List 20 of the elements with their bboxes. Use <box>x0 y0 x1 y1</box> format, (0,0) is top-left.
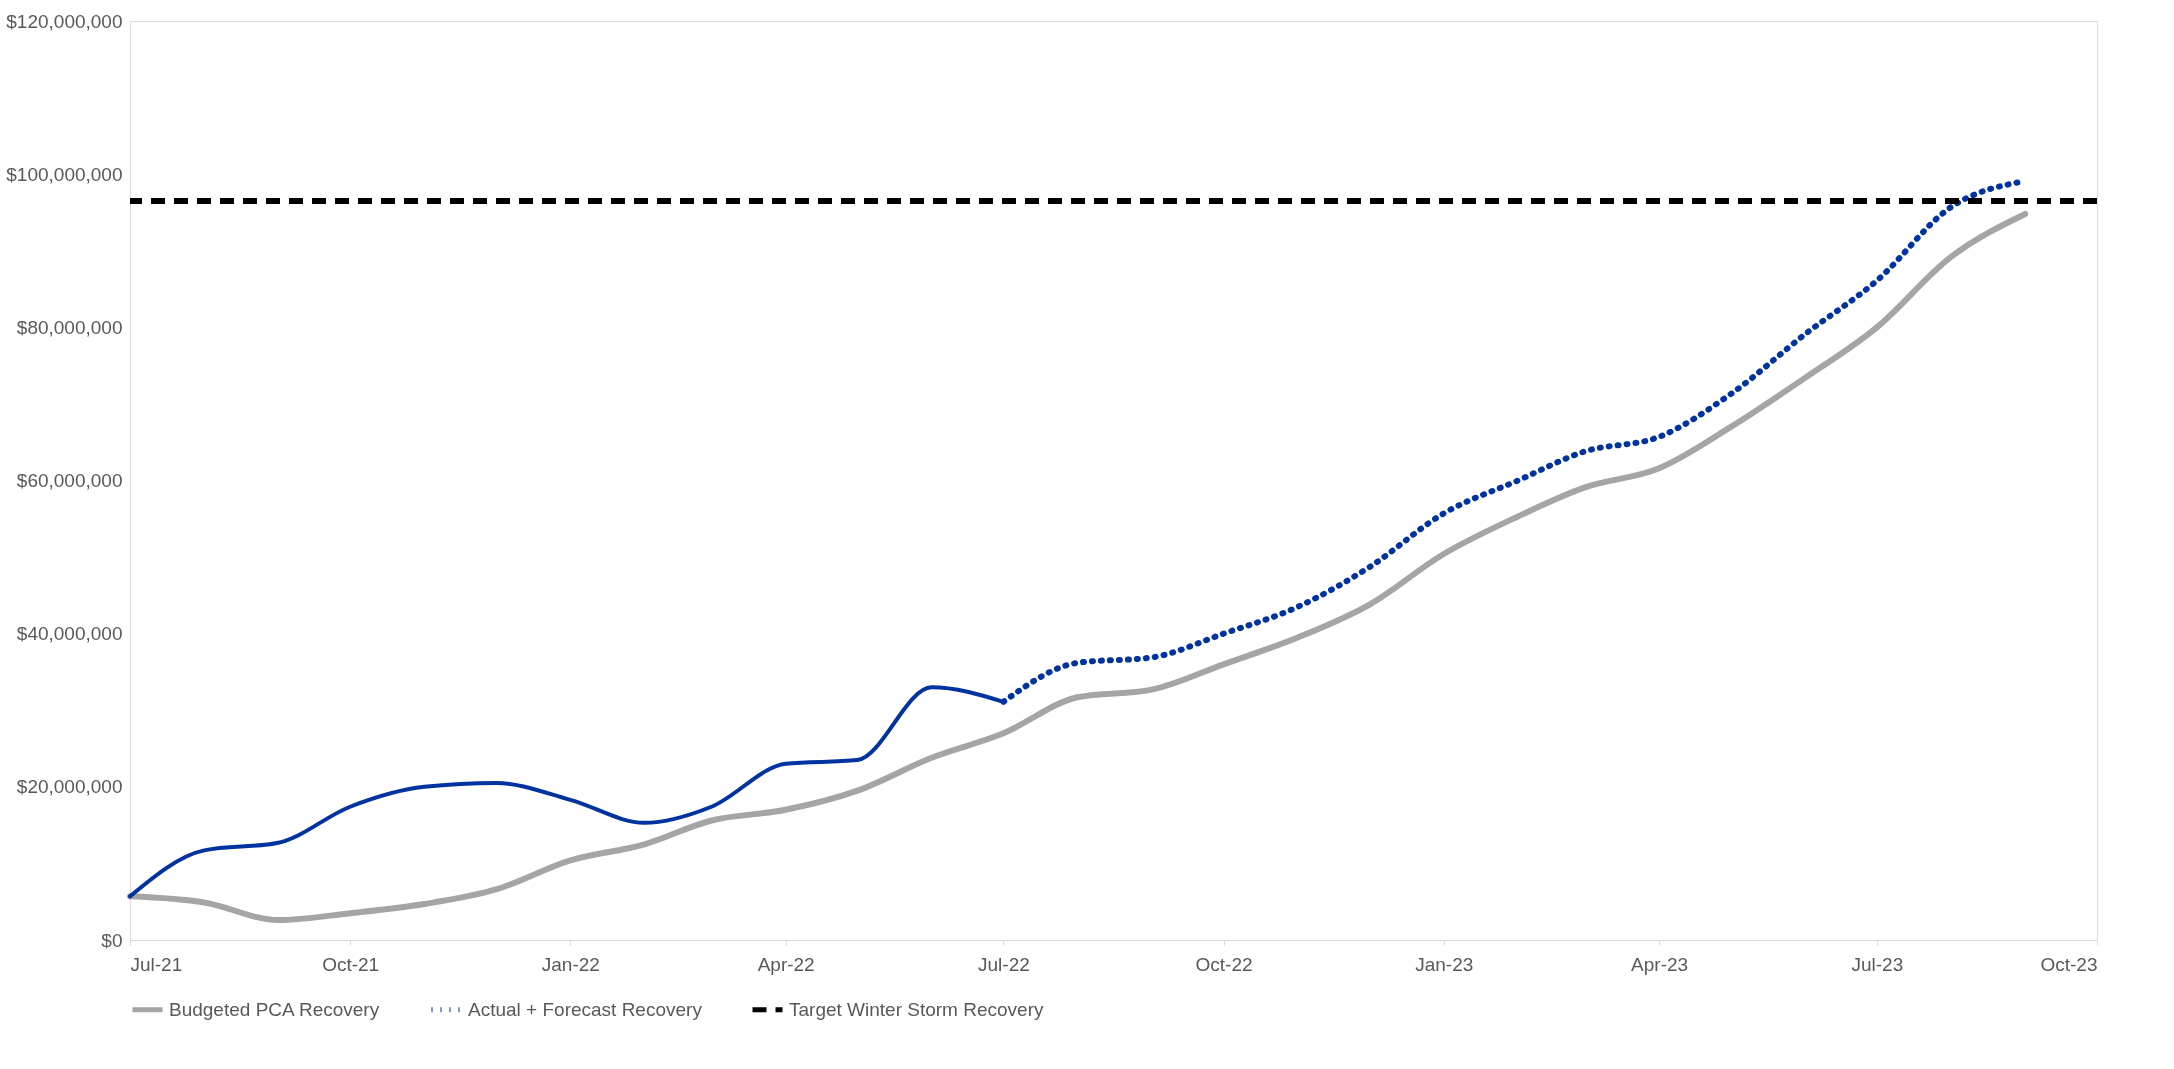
x-tick-label: Jan-23 <box>1415 953 1474 975</box>
x-tick-label: Apr-23 <box>1631 953 1689 975</box>
y-tick-label: $20,000,000 <box>16 776 123 798</box>
y-tick-label: $80,000,000 <box>16 316 123 338</box>
legend-label: Target Winter Storm Recovery <box>789 998 1044 1020</box>
y-tick-label: $100,000,000 <box>6 163 123 185</box>
y-tick-label: $120,000,000 <box>6 10 123 32</box>
legend-label: Actual + Forecast Recovery <box>468 998 703 1020</box>
y-tick-label: $0 <box>101 929 123 951</box>
legend-label: Budgeted PCA Recovery <box>169 998 380 1020</box>
x-tick-label: Oct-22 <box>1195 953 1253 975</box>
x-tick-label: Apr-22 <box>757 953 815 975</box>
x-tick-label: Oct-23 <box>2040 953 2098 975</box>
x-tick-label: Jul-23 <box>1851 953 1904 975</box>
x-tick-label: Jan-22 <box>541 953 600 975</box>
x-tick-label: Jul-21 <box>130 953 183 975</box>
y-tick-label: $40,000,000 <box>16 623 123 645</box>
x-tick-label: Jul-22 <box>978 953 1030 975</box>
x-tick-label: Oct-21 <box>322 953 380 975</box>
y-tick-label: $60,000,000 <box>16 470 123 491</box>
